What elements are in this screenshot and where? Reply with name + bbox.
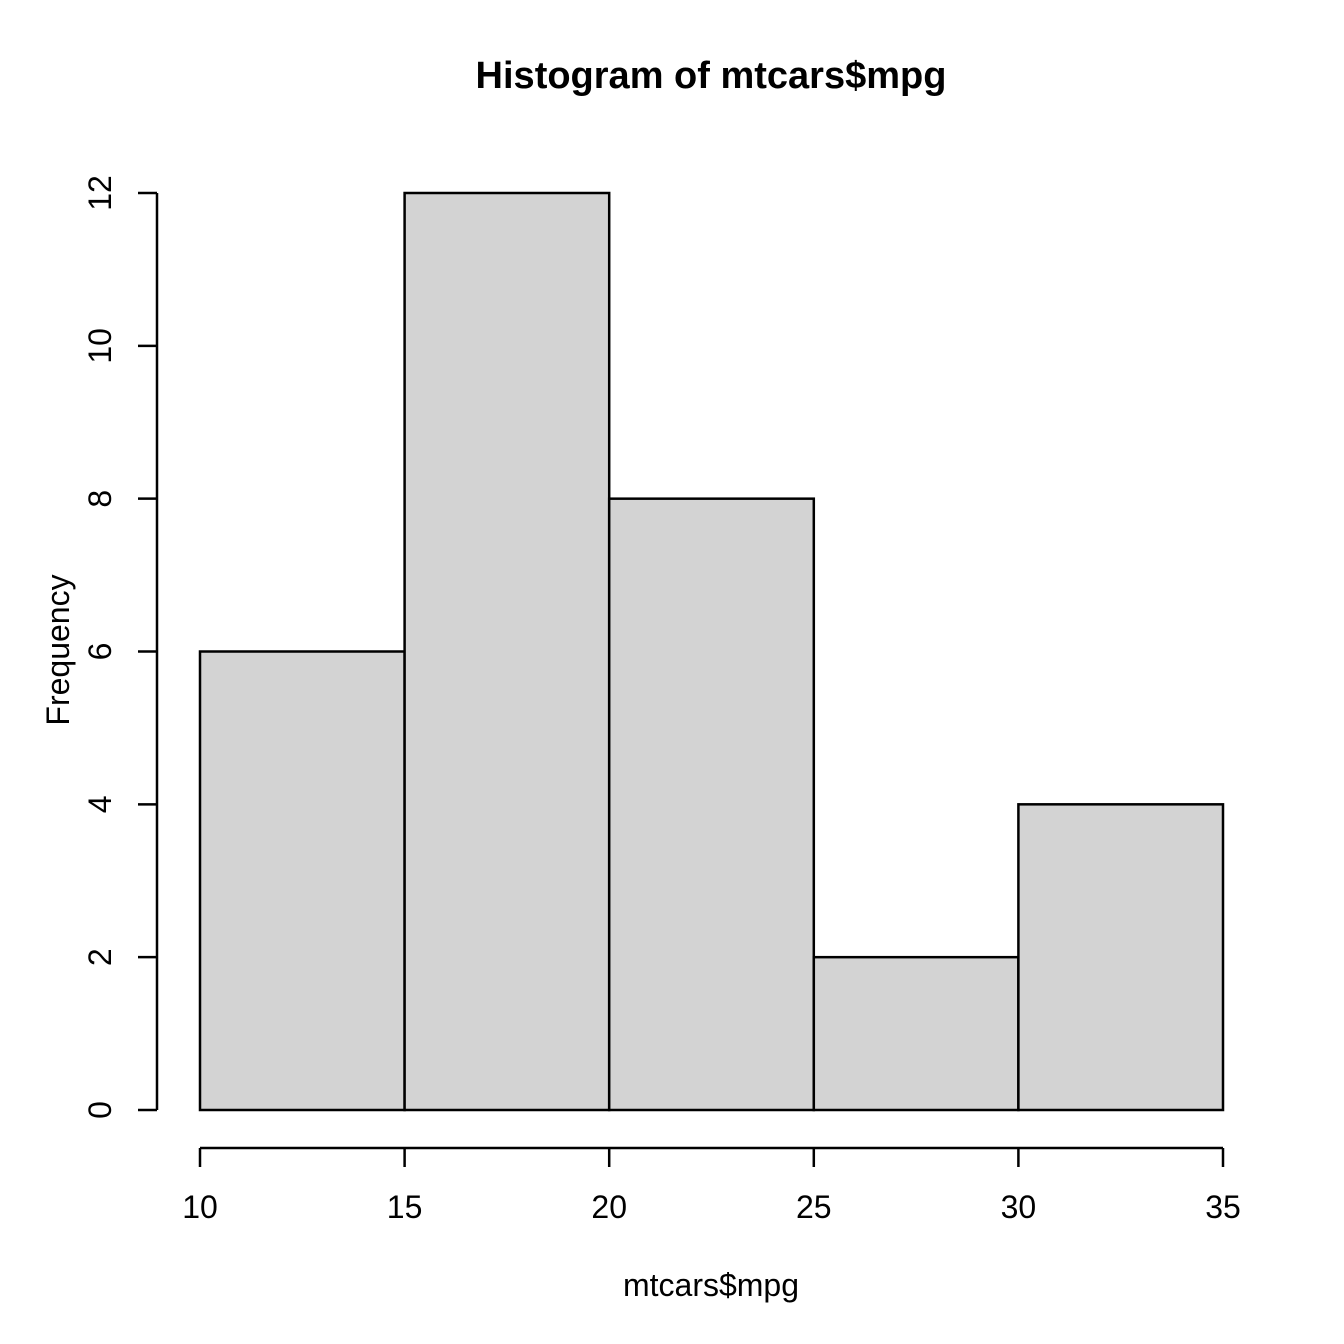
x-tick-label: 10 (182, 1189, 218, 1225)
x-tick-label: 15 (387, 1189, 423, 1225)
x-tick-label: 30 (1001, 1189, 1037, 1225)
histogram-bar-30-35 (1017, 803, 1225, 1112)
x-tick-label: 20 (591, 1189, 627, 1225)
histogram-bar-25-30 (812, 955, 1020, 1112)
y-tick-label: 2 (82, 948, 118, 966)
x-tick-label: 25 (796, 1189, 832, 1225)
histogram-bar-15-20 (403, 191, 611, 1112)
histogram-bar-20-25 (607, 497, 816, 1112)
y-tick-label: 0 (82, 1101, 118, 1119)
histogram-bar-10-15 (198, 650, 406, 1112)
y-tick-label: 6 (82, 643, 118, 661)
y-tick-label: 8 (82, 490, 118, 508)
y-tick-label: 10 (82, 328, 118, 364)
x-tick-label: 35 (1205, 1189, 1241, 1225)
y-tick-label: 4 (82, 795, 118, 813)
y-tick-label: 12 (82, 175, 118, 211)
x-axis-label: mtcars$mpg (622, 1267, 800, 1303)
chart-title: Histogram of mtcars$mpg (475, 55, 947, 97)
